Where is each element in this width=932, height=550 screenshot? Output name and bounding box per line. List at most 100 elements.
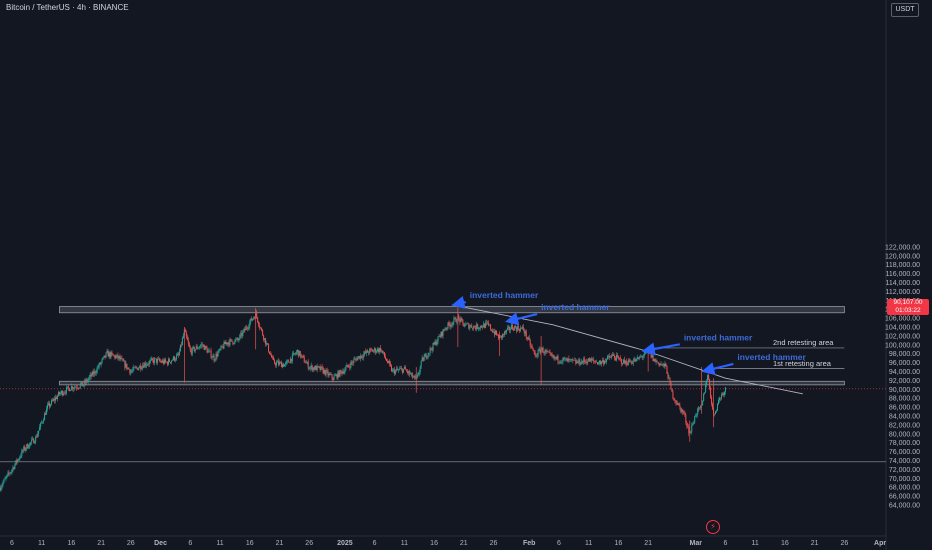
candle-body xyxy=(613,355,615,359)
candle-body xyxy=(68,388,70,392)
candle-body xyxy=(237,338,239,341)
candle-body xyxy=(188,343,190,348)
candle-body xyxy=(530,345,532,347)
candle-body xyxy=(17,459,19,463)
candle-body xyxy=(270,354,272,355)
candle-body xyxy=(249,322,251,328)
candle-body xyxy=(511,324,513,329)
candle-body xyxy=(516,326,518,331)
candle-body xyxy=(620,359,622,364)
candle-body xyxy=(147,364,149,365)
candle-body xyxy=(122,358,124,362)
candle-body xyxy=(178,351,180,356)
candle-body xyxy=(137,367,139,370)
candle-body xyxy=(702,401,704,406)
candle-body xyxy=(691,425,693,432)
y-tick-label: 106,000.00 xyxy=(885,316,920,323)
candle-body xyxy=(627,359,629,366)
candle-body xyxy=(678,403,680,405)
candle-body xyxy=(276,362,278,366)
candle-body xyxy=(7,472,9,475)
candle-body xyxy=(166,362,168,365)
candle-body xyxy=(206,348,208,353)
candle-body xyxy=(413,376,415,378)
candle-body xyxy=(219,349,221,350)
candle-body xyxy=(243,328,245,332)
candle-body xyxy=(599,360,601,364)
candle-body xyxy=(387,361,389,363)
candle-body xyxy=(388,361,390,364)
x-tick-label: 11 xyxy=(38,540,45,547)
candle-body xyxy=(719,397,721,401)
y-tick-label: 86,000.00 xyxy=(889,405,920,412)
candle-body xyxy=(279,362,281,363)
candle-body xyxy=(404,366,406,370)
candle-body xyxy=(217,352,219,357)
candle-body xyxy=(369,349,371,354)
candle-body xyxy=(600,360,602,364)
candle-body xyxy=(506,327,508,330)
tv-logo-icon[interactable]: ⚡ xyxy=(706,520,720,534)
candle-body xyxy=(527,337,529,339)
candle-body xyxy=(526,337,528,339)
candle-body xyxy=(176,354,178,356)
candle-body xyxy=(292,353,294,355)
candle-body xyxy=(697,408,699,415)
candle-body xyxy=(605,360,607,362)
candle-body xyxy=(510,324,512,330)
candle-body xyxy=(80,382,82,385)
candle-body xyxy=(314,366,316,370)
candle-body xyxy=(308,368,310,370)
candle-body xyxy=(334,375,336,377)
candle-body xyxy=(606,359,608,362)
candle-body xyxy=(632,360,634,364)
candle-body xyxy=(580,364,582,365)
candle-body xyxy=(195,346,197,350)
candle-body xyxy=(328,373,330,376)
symbol-title[interactable]: Bitcoin / TetherUS · 4h · BINANCE xyxy=(6,3,129,12)
candle-body xyxy=(98,363,100,368)
candle-body xyxy=(536,355,538,357)
candle-body xyxy=(434,341,436,345)
candle-body xyxy=(396,368,398,370)
candle-body xyxy=(81,382,83,387)
candle-body xyxy=(26,444,28,449)
candle-body xyxy=(304,362,306,364)
candle-body xyxy=(90,374,92,377)
candle-body xyxy=(201,344,203,346)
currency-unit-button[interactable]: USDT xyxy=(891,3,919,17)
candle-body xyxy=(269,351,271,355)
candle-body xyxy=(405,369,407,371)
candle-body xyxy=(160,360,162,362)
candle-body xyxy=(238,339,240,341)
candle-body xyxy=(658,362,660,366)
candle-body xyxy=(185,331,187,337)
candle-body xyxy=(524,331,526,334)
candle-body xyxy=(290,358,292,362)
y-tick-label: 116,000.00 xyxy=(885,271,920,278)
candle-body xyxy=(466,323,468,325)
candle-body xyxy=(259,325,261,328)
candle-body xyxy=(133,366,135,370)
candle-body xyxy=(142,365,144,369)
candle-body xyxy=(601,361,603,364)
candle-body xyxy=(576,361,578,364)
candle-body xyxy=(603,360,605,364)
candle-body xyxy=(703,393,705,402)
candle-body xyxy=(348,366,350,367)
candle-body xyxy=(391,369,393,372)
candle-body xyxy=(250,318,252,323)
candle-body xyxy=(69,390,71,392)
candle-body xyxy=(2,482,4,486)
candle-body xyxy=(570,359,572,360)
candle-body xyxy=(664,363,666,367)
x-tick-label: 2025 xyxy=(337,540,353,547)
candle-body xyxy=(5,477,7,479)
candle-body xyxy=(67,386,69,389)
candle-body xyxy=(103,355,105,358)
x-tick-label: 21 xyxy=(811,540,819,547)
candle-body xyxy=(384,352,386,357)
candle-body xyxy=(66,386,68,388)
